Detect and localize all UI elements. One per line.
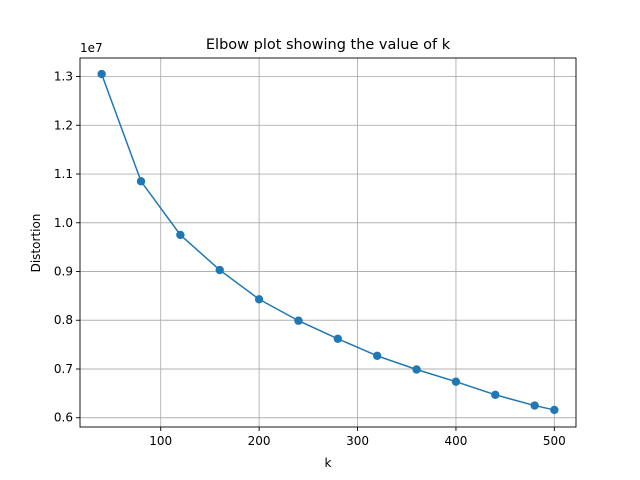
data-point [136,177,146,186]
plot-area-frame [79,57,577,428]
y-tick-label: 0.6 [54,411,73,425]
y-tick-label: 0.7 [54,362,73,376]
tick-layer: 100 200 300 400 500 0.6 0.7 0.8 0.9 1.0 1.1 1.2 1.3 [54,70,566,448]
y-tick-label: 1.3 [54,70,73,84]
data-point [176,230,185,240]
data-point [412,365,421,374]
data-point [373,351,382,361]
y-tick-label: 1.1 [54,167,73,181]
y-tick-label: 0.8 [54,313,73,327]
data-point [254,295,264,304]
x-tick-label: 500 [543,434,566,448]
grid-layer [80,58,576,427]
x-tick-label: 400 [444,434,467,448]
x-tick-label: 100 [149,434,172,448]
data-point [491,390,500,400]
series-layer [97,69,559,415]
x-axis-label: k [325,456,332,470]
data-point [451,377,461,386]
data-point [97,69,106,79]
data-point [215,265,224,275]
x-tick-label: 300 [346,434,369,448]
y-tick-label: 1.2 [54,118,73,132]
chart-title: Elbow plot showing the value of k [206,37,451,53]
y-axis-label: Distortion [29,214,43,273]
series-line [100,73,555,411]
data-point [333,334,343,343]
x-tick-label: 200 [248,434,271,448]
y-offset-text: 1e7 [80,41,103,55]
data-point [530,401,539,410]
data-point [550,405,559,415]
y-tick-label: 1.0 [54,216,73,230]
y-tick-label: 0.9 [54,265,73,279]
data-point [294,316,303,325]
